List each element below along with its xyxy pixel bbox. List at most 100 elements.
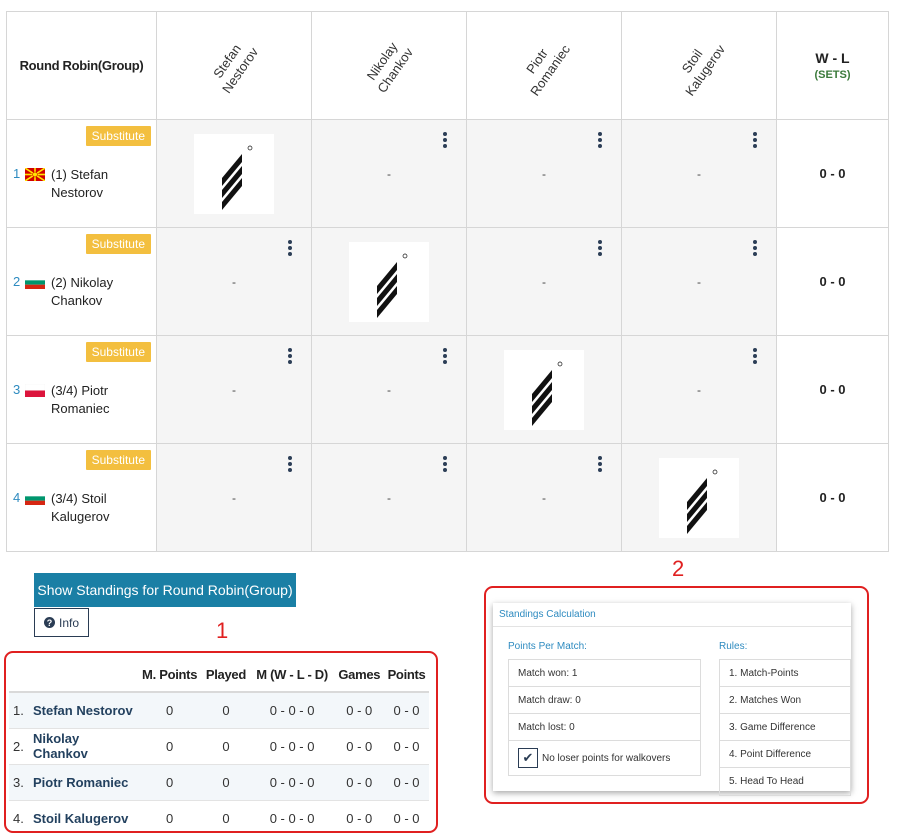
player-cell: Substitute 4 (3/4) Stoil Kalugerov (6, 443, 157, 552)
checkbox-checked-icon[interactable]: ✔ (518, 748, 538, 768)
kebab-menu-icon[interactable] (597, 132, 603, 148)
kebab-menu-icon[interactable] (752, 132, 758, 148)
flag-bg-icon (25, 274, 51, 292)
match-cell[interactable]: - (621, 335, 777, 444)
player-line: 1 (1) Stefan Nestorov (13, 166, 151, 202)
match-score: - (697, 166, 701, 181)
kebab-menu-icon[interactable] (287, 348, 293, 364)
rule-item: 5. Head To Head (729, 776, 804, 787)
flag-bg-icon (25, 490, 51, 508)
player-name[interactable]: (2) Nikolay Chankov (51, 275, 114, 308)
played-value: 0 (202, 692, 250, 729)
rule-item: 1. Match-Points (720, 660, 850, 687)
flag-pl-icon (24, 382, 51, 400)
player-cell: Substitute 2 (2) Nikolay Chankov (6, 227, 157, 336)
kebab-menu-icon[interactable] (442, 348, 448, 364)
col-games: Games (334, 658, 385, 693)
match-score: - (387, 490, 391, 505)
played-value: 0 (202, 728, 250, 765)
substitute-badge[interactable]: Substitute (85, 126, 151, 146)
played-value: 0 (202, 764, 250, 801)
annotation-number-1: 1 (216, 618, 229, 643)
group-title: Round Robin(Group) (6, 11, 157, 120)
m-points-value: 0 (137, 800, 203, 835)
rule-item: 4. Point Difference (720, 741, 850, 768)
brand-logo-icon (504, 349, 584, 430)
kebab-menu-icon[interactable] (597, 240, 603, 256)
games-value: 0 - 0 (334, 692, 385, 729)
flag-mk-icon (24, 166, 51, 184)
walkover-option[interactable]: ✔ No loser points for walkovers (509, 741, 700, 775)
match-cell[interactable]: - (466, 119, 622, 228)
m-points-value: 0 (137, 728, 203, 765)
standings-table: M. Points Played M (W - L - D) Games Poi… (9, 658, 429, 835)
standings-player-name[interactable]: Nikolay Chankov (33, 728, 137, 765)
rank: 3. (9, 764, 33, 801)
match-score: - (542, 274, 546, 289)
m-points-value: 0 (137, 692, 203, 729)
player-name[interactable]: (3/4) Piotr Romaniec (51, 383, 110, 416)
points-value: 0 - 0 (384, 692, 429, 729)
match-cell[interactable]: - (466, 443, 622, 552)
kebab-menu-icon[interactable] (442, 456, 448, 472)
column-header-3: Piotr Romaniec (466, 11, 622, 120)
wld-value: 0 - 0 - 0 (249, 728, 335, 765)
player-number: 3 (13, 382, 21, 397)
wl-value: 0 - 0 (776, 443, 889, 552)
match-score: - (697, 274, 701, 289)
kebab-menu-icon[interactable] (287, 456, 293, 472)
highlight-box-calculation (484, 586, 869, 804)
match-cell[interactable]: - (311, 443, 467, 552)
kebab-menu-icon[interactable] (597, 456, 603, 472)
rank: 2. (9, 728, 33, 765)
standings-player-name[interactable]: Stoil Kalugerov (33, 800, 137, 835)
player-name[interactable]: (1) Stefan Nestorov (51, 167, 109, 200)
question-icon: ? (43, 617, 55, 628)
round-robin-grid: Round Robin(Group) Stefan Nestorov Nikola… (6, 11, 889, 552)
substitute-badge[interactable]: Substitute (85, 450, 151, 470)
games-value: 0 - 0 (334, 728, 385, 765)
points-value: 0 - 0 (384, 800, 429, 835)
player-name[interactable]: (3/4) Stoil Kalugerov (51, 491, 110, 524)
kebab-menu-icon[interactable] (287, 240, 293, 256)
match-cell[interactable]: - (621, 227, 777, 336)
brand-logo-icon (194, 133, 274, 214)
match-cell[interactable]: - (311, 335, 467, 444)
brand-logo-icon (349, 241, 429, 322)
match-cell[interactable]: - (156, 443, 312, 552)
brand-logo-icon (659, 457, 739, 538)
wld-value: 0 - 0 - 0 (249, 764, 335, 801)
match-cell[interactable]: - (466, 227, 622, 336)
kebab-menu-icon[interactable] (442, 132, 448, 148)
match-cell[interactable]: - (156, 227, 312, 336)
match-score: - (232, 274, 236, 289)
match-cell[interactable]: - (621, 119, 777, 228)
walkover-label: No loser points for walkovers (542, 752, 671, 764)
player-cell: Substitute 1 (1) Stefan Nestorov (6, 119, 157, 228)
column-header-1: Stefan Nestorov (156, 11, 312, 120)
col-wld: M (W - L - D) (249, 658, 335, 693)
match-cell[interactable]: - (311, 119, 467, 228)
points-box: Match won: 1 Match draw: 0 Match lost: 0… (508, 659, 701, 776)
points-per-match-title: Points Per Match: (508, 641, 587, 652)
player-number: 2 (13, 274, 21, 289)
substitute-badge[interactable]: Substitute (85, 234, 151, 254)
games-value: 0 - 0 (334, 800, 385, 835)
self-match-cell (621, 443, 777, 552)
standings-player-name[interactable]: Piotr Romaniec (33, 764, 137, 801)
rank: 4. (9, 800, 33, 835)
kebab-menu-icon[interactable] (752, 240, 758, 256)
wl-value: 0 - 0 (776, 119, 889, 228)
match-won-value: Match won: 1 (509, 660, 700, 687)
standings-player-name[interactable]: Stefan Nestorov (33, 692, 137, 729)
kebab-menu-icon[interactable] (752, 348, 758, 364)
player-line: 4 (3/4) Stoil Kalugerov (13, 490, 151, 526)
info-button[interactable]: ? Info (34, 608, 89, 637)
match-cell[interactable]: - (156, 335, 312, 444)
show-standings-button[interactable]: Show Standings for Round Robin(Group) (34, 573, 296, 607)
col-m-points: M. Points (137, 658, 203, 693)
match-score: - (387, 166, 391, 181)
substitute-badge[interactable]: Substitute (85, 342, 151, 362)
